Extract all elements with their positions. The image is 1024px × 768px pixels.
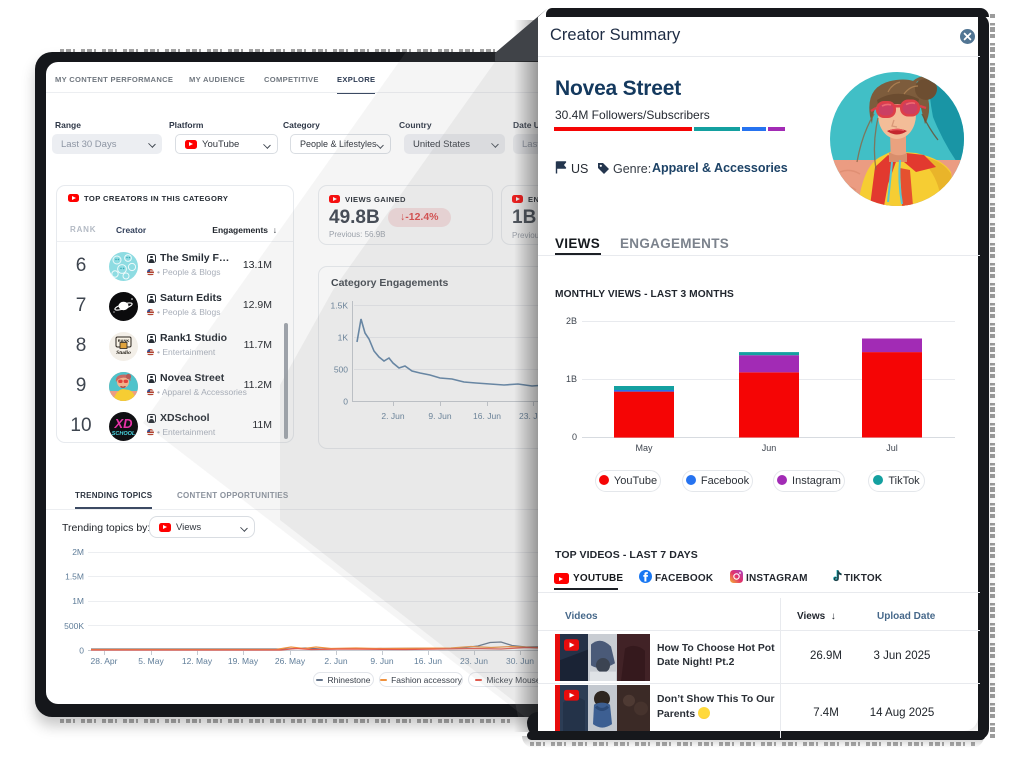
svg-text:5. May: 5. May [138,656,164,666]
svg-text:1K: 1K [338,333,349,343]
svg-text:1B: 1B [566,374,577,384]
svg-text:23. Jun: 23. Jun [519,411,547,421]
svg-text:26. May: 26. May [275,656,306,666]
svg-text:19. May: 19. May [228,656,259,666]
svg-text:1M: 1M [72,596,84,606]
svg-text:30. Jun: 30. Jun [506,656,534,666]
svg-text:9. Jun: 9. Jun [428,411,451,421]
svg-text:Jun: Jun [762,443,777,453]
svg-text:0: 0 [343,397,348,407]
svg-text:2M: 2M [72,547,84,557]
svg-text:RANK: RANK [118,338,130,343]
svg-text:16. Jun: 16. Jun [473,411,501,421]
svg-text:23. Jun: 23. Jun [460,656,488,666]
svg-text:SCHOOL: SCHOOL [112,431,136,437]
svg-text:0: 0 [572,432,577,442]
svg-text:500K: 500K [64,621,84,631]
svg-text:2. Jun: 2. Jun [381,411,404,421]
svg-text:28. Apr: 28. Apr [91,656,118,666]
svg-text:9. Jun: 9. Jun [370,656,393,666]
svg-text:Studio: Studio [116,350,131,356]
svg-text:May: May [635,443,653,453]
svg-text:2B: 2B [566,316,577,326]
svg-text:500: 500 [334,365,348,375]
svg-text:2. Jun: 2. Jun [324,656,347,666]
svg-text:1.5M: 1.5M [65,572,84,582]
svg-text:Jul: Jul [886,443,898,453]
svg-text:1.5K: 1.5K [331,301,349,311]
svg-text:XD: XD [113,416,133,431]
svg-text:0: 0 [79,646,84,656]
svg-text:16. Jun: 16. Jun [414,656,442,666]
svg-text:12. May: 12. May [182,656,213,666]
